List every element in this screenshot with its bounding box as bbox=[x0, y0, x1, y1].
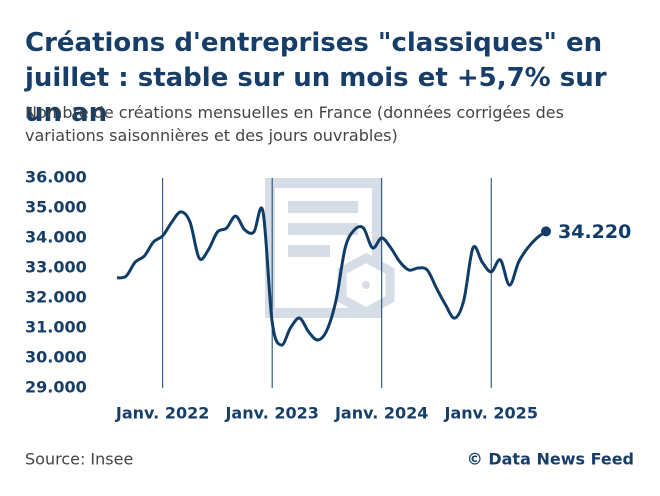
end-point bbox=[541, 226, 551, 237]
value-label: 34.220 bbox=[558, 221, 631, 243]
watermark bbox=[265, 178, 395, 318]
y-tick-label: 33.000 bbox=[25, 258, 87, 277]
source: Source: Insee bbox=[25, 450, 133, 469]
y-tick-label: 36.000 bbox=[25, 168, 87, 187]
x-tick-label: Janv. 2023 bbox=[224, 404, 318, 423]
y-tick-label: 35.000 bbox=[25, 198, 87, 217]
x-tick-label: Janv. 2024 bbox=[334, 404, 428, 423]
x-tick-label: Janv. 2022 bbox=[115, 404, 209, 423]
y-tick-label: 31.000 bbox=[25, 318, 87, 337]
y-tick-label: 30.000 bbox=[25, 348, 87, 367]
chart-subtitle: Nombre de créations mensuelles en France… bbox=[25, 103, 564, 145]
y-tick-label: 32.000 bbox=[25, 288, 87, 307]
line bbox=[116, 206, 547, 347]
chart-title: Créations d'entreprises "classiques" en … bbox=[25, 28, 607, 128]
credit: © Data News Feed bbox=[467, 450, 634, 469]
y-tick-label: 34.000 bbox=[25, 228, 87, 247]
y-tick-label: 29.000 bbox=[25, 378, 87, 397]
x-tick-label: Janv. 2025 bbox=[444, 404, 538, 423]
